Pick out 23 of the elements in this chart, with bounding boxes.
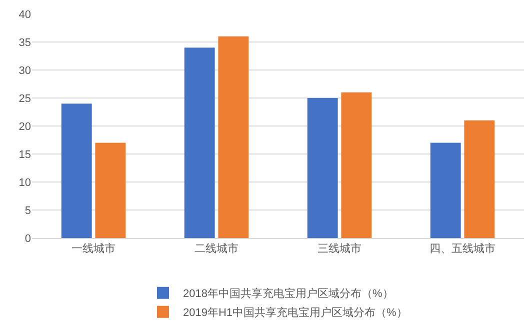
x-tick-label: 二线城市 bbox=[194, 242, 238, 256]
bar bbox=[341, 92, 372, 238]
bar bbox=[430, 142, 461, 238]
legend-label: 2018年中国共享充电宝用户区域分布（%） bbox=[183, 287, 394, 300]
x-tick-label: 一线城市 bbox=[72, 242, 116, 256]
y-tick-label: 15 bbox=[18, 148, 31, 161]
y-tick-label: 10 bbox=[18, 176, 31, 189]
bar bbox=[307, 98, 338, 238]
y-tick-label: 40 bbox=[18, 8, 31, 21]
y-tick-label: 25 bbox=[18, 92, 31, 105]
bar bbox=[61, 104, 92, 238]
y-tick-label: 20 bbox=[18, 120, 31, 133]
y-tick-label: 30 bbox=[18, 64, 31, 77]
y-tick-label: 0 bbox=[24, 232, 31, 245]
legend-label: 2019年H1中国共享充电宝用户区域分布（%） bbox=[183, 306, 408, 320]
bar bbox=[95, 142, 126, 238]
y-tick-label: 35 bbox=[18, 36, 31, 49]
bar bbox=[464, 120, 495, 238]
bar bbox=[184, 48, 215, 238]
y-tick-label: 5 bbox=[24, 204, 31, 217]
x-tick-label: 三线城市 bbox=[318, 242, 362, 256]
x-tick-label: 四、五线城市 bbox=[430, 242, 496, 256]
bar bbox=[218, 36, 249, 238]
